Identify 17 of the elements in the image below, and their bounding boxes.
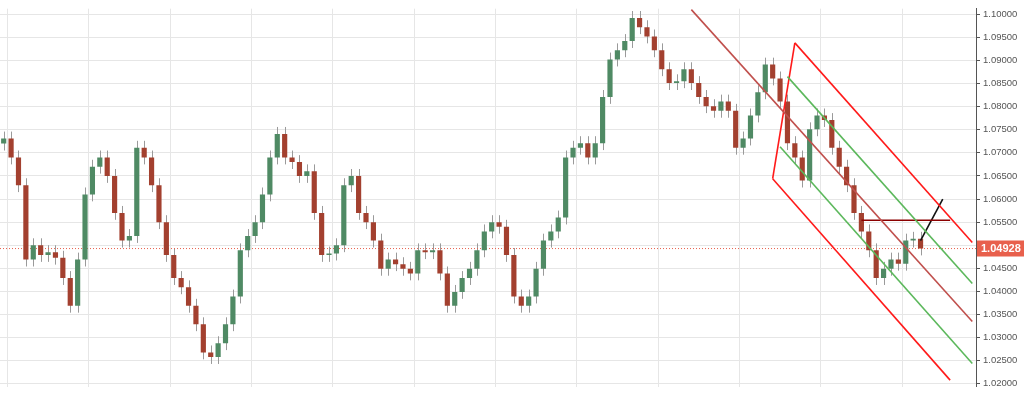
- y-tick-label: 1.03500: [983, 308, 1018, 320]
- y-tick-label: 1.10000: [983, 7, 1018, 19]
- y-tick-label: 1.09500: [983, 30, 1018, 42]
- y-tick-label: 1.03000: [983, 331, 1018, 343]
- y-tick-label: 1.04000: [983, 285, 1018, 297]
- ref-line-label: 1.04928: [981, 242, 1021, 255]
- y-tick-label: 1.08500: [983, 77, 1018, 89]
- y-tick-label: 1.05500: [983, 215, 1018, 227]
- y-tick-label: 1.06500: [983, 169, 1018, 181]
- y-tick-label: 1.09000: [983, 54, 1018, 66]
- y-tick-label: 1.07500: [983, 123, 1018, 135]
- y-tick-label: 1.02500: [983, 354, 1018, 366]
- y-tick-label: 1.07000: [983, 146, 1018, 158]
- y-tick-label: 1.08000: [983, 100, 1018, 112]
- y-tick-label: 1.02000: [983, 377, 1018, 389]
- y-tick-label: 1.06000: [983, 192, 1018, 204]
- y-tick-label: 1.04500: [983, 261, 1018, 273]
